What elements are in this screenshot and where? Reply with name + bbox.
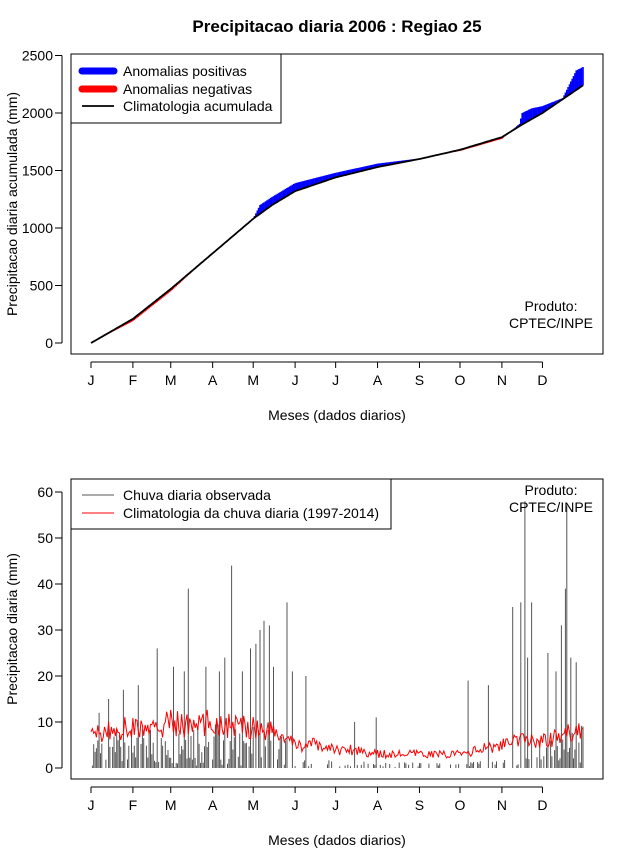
x-tick-label: J [292,797,299,813]
x-tick-label: M [165,797,177,813]
x-tick-label: J [88,372,95,388]
x-tick-label: S [415,797,424,813]
x-tick-label: D [537,372,547,388]
y-axis-bottom: 0 10 20 30 40 50 60 [37,484,63,776]
x-tick-label: J [332,372,339,388]
x-tick-label: S [415,372,424,388]
legend: Anomalias positivas Anomalias negativas … [70,53,282,124]
y-tick-label: 60 [37,484,53,500]
x-tick-label: A [208,372,218,388]
y-tick-label: 2000 [22,105,53,121]
annotation-line-2: CPTEC/INPE [509,315,593,331]
x-tick-label: A [208,797,218,813]
x-tick-label: F [129,372,138,388]
y-tick-label: 0 [45,335,53,351]
legend-box [70,53,282,124]
figure-title: Precipitacao diaria 2006 : Regiao 25 [192,17,481,36]
y-tick-label: 0 [45,760,53,776]
y-tick-label: 2500 [22,48,53,64]
legend-label-daily-climatology: Climatologia da chuva diaria (1997-2014) [123,505,379,521]
plot-frame [70,53,604,355]
legend-box-bottom [70,478,392,530]
x-tick-label: J [88,797,95,813]
y-tick-label: 10 [37,714,53,730]
x-tick-label: J [332,797,339,813]
x-tick-label: A [373,797,383,813]
y-tick-label: 50 [37,530,53,546]
y-tick-label: 30 [37,622,53,638]
x-tick-label: M [165,372,177,388]
x-tick-label: F [129,797,138,813]
x-axis-title: Meses (dados diarios) [268,407,406,423]
y-axis-title: Precipitacao diaria acumulada (mm) [4,92,20,316]
x-tick-label: A [373,372,383,388]
y-axis-title-bottom: Precipitacao diaria (mm) [4,553,20,705]
x-tick-label: D [537,797,547,813]
legend-label-positive: Anomalias positivas [123,63,247,79]
x-tick-label: N [497,797,507,813]
annotation-line-2-bottom: CPTEC/INPE [509,499,593,515]
x-tick-label: O [455,797,466,813]
annotation-line-1: Produto: [525,298,578,314]
observed-bars [91,501,584,768]
legend-bottom: Chuva diaria observada Climatologia da c… [70,478,392,530]
y-tick-label: 20 [37,668,53,684]
x-tick-label: M [247,797,259,813]
legend-label-negative: Anomalias negativas [123,81,252,97]
daily-climatology-line [90,709,584,760]
x-tick-label: J [292,372,299,388]
x-tick-label: O [455,372,466,388]
y-tick-label: 40 [37,576,53,592]
legend-label-observed: Chuva diaria observada [123,487,271,503]
y-axis: 0 500 1000 1500 2000 2500 [22,48,63,351]
legend-label-climatology: Climatologia acumulada [123,98,273,114]
x-tick-label: M [247,372,259,388]
y-tick-label: 1000 [22,220,53,236]
x-tick-label: N [497,372,507,388]
y-tick-label: 1500 [22,163,53,179]
y-tick-label: 500 [30,278,54,294]
top-chart: 0 500 1000 1500 2000 2500 J F M A M J J A S O N D Meses … [4,48,604,423]
bottom-chart: 0 10 20 30 40 50 60 J F M A M J J A S O N D Meses (dados … [4,478,604,848]
annotation-line-1-bottom: Produto: [525,482,578,498]
climatology-line [90,84,584,344]
x-axis-title-bottom: Meses (dados diarios) [268,832,406,848]
